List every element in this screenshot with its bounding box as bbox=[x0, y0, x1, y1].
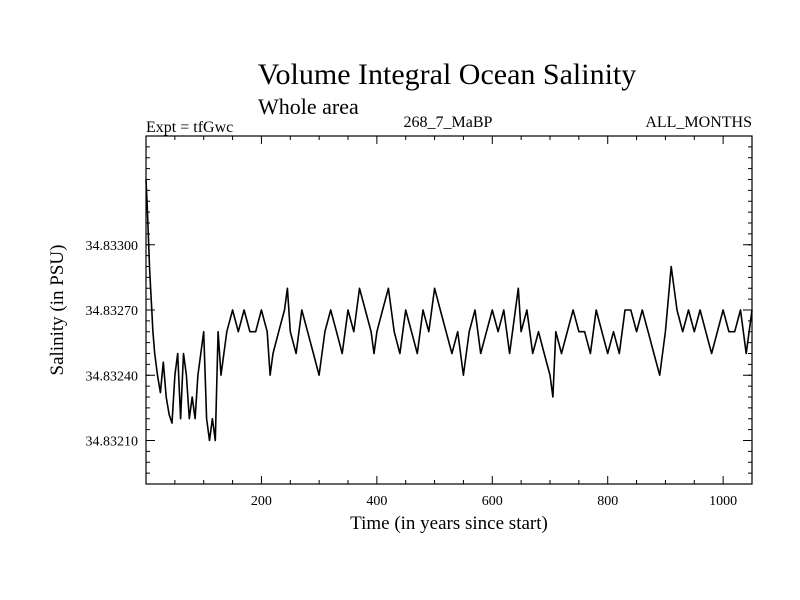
salinity-series-line bbox=[145, 179, 753, 442]
y-tick-label: 34.83240 bbox=[86, 369, 139, 384]
y-tick-labels: 34.83210 34.83240 34.83270 34.83300 bbox=[86, 239, 139, 450]
axis-ticks bbox=[146, 136, 752, 484]
run-label: 268_7_MaBP bbox=[404, 114, 493, 131]
x-tick-labels: 200 400 600 800 1000 bbox=[251, 494, 737, 509]
x-tick-label: 600 bbox=[482, 494, 503, 509]
x-tick-label: 800 bbox=[597, 494, 618, 509]
chart-title: Volume Integral Ocean Salinity bbox=[258, 58, 637, 91]
expt-label: Expt = tfGwc bbox=[146, 119, 233, 136]
plot-frame bbox=[145, 135, 753, 485]
x-tick-label: 200 bbox=[251, 494, 272, 509]
x-tick-label: 1000 bbox=[709, 494, 737, 509]
x-tick-label: 400 bbox=[366, 494, 387, 509]
y-axis-label: Salinity (in PSU) bbox=[47, 245, 68, 376]
y-tick-label: 34.83300 bbox=[86, 239, 139, 254]
chart-subtitle: Whole area bbox=[258, 94, 359, 119]
months-label: ALL_MONTHS bbox=[645, 114, 752, 131]
y-tick-label: 34.83270 bbox=[86, 304, 139, 319]
x-axis-label: Time (in years since start) bbox=[350, 513, 548, 534]
y-tick-label: 34.83210 bbox=[86, 435, 139, 450]
